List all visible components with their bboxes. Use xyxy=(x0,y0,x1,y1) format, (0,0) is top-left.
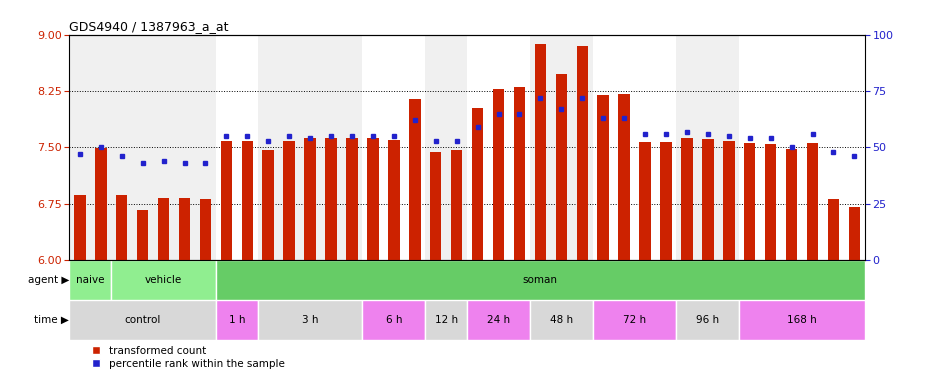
Bar xyxy=(363,300,426,340)
Bar xyxy=(676,300,739,340)
Bar xyxy=(409,99,421,260)
Bar xyxy=(95,148,106,260)
Bar xyxy=(263,150,274,260)
Bar xyxy=(786,149,797,260)
Bar xyxy=(681,138,693,260)
Bar xyxy=(450,150,462,260)
Bar xyxy=(702,139,713,260)
Legend: transformed count, percentile rank within the sample: transformed count, percentile rank withi… xyxy=(91,345,285,369)
Bar xyxy=(426,300,467,340)
Text: 1 h: 1 h xyxy=(228,315,245,325)
Text: 12 h: 12 h xyxy=(435,315,458,325)
Text: 72 h: 72 h xyxy=(623,315,647,325)
Text: 3 h: 3 h xyxy=(302,315,318,325)
Bar xyxy=(467,35,530,260)
Bar xyxy=(74,195,86,260)
Text: GDS4940 / 1387963_a_at: GDS4940 / 1387963_a_at xyxy=(69,20,228,33)
Text: naive: naive xyxy=(76,275,105,285)
Bar xyxy=(535,44,546,260)
Bar xyxy=(472,108,484,260)
Text: soman: soman xyxy=(523,275,558,285)
Bar xyxy=(530,300,593,340)
Text: vehicle: vehicle xyxy=(145,275,182,285)
Text: 6 h: 6 h xyxy=(386,315,402,325)
Bar xyxy=(388,140,400,260)
Bar xyxy=(216,35,258,260)
Bar xyxy=(69,260,111,300)
Text: agent ▶: agent ▶ xyxy=(28,275,69,285)
Bar xyxy=(216,300,258,340)
Bar xyxy=(676,35,739,260)
Bar xyxy=(739,35,865,260)
Bar xyxy=(493,89,504,260)
Bar xyxy=(111,260,216,300)
Bar xyxy=(593,35,676,260)
Bar xyxy=(848,207,860,260)
Bar xyxy=(304,137,315,260)
Text: 24 h: 24 h xyxy=(487,315,510,325)
Bar xyxy=(221,141,232,260)
Text: control: control xyxy=(125,315,161,325)
Bar xyxy=(216,260,865,300)
Bar xyxy=(660,142,672,260)
Bar xyxy=(179,198,191,260)
Bar xyxy=(723,141,734,260)
Text: time ▶: time ▶ xyxy=(34,315,69,325)
Text: 48 h: 48 h xyxy=(549,315,573,325)
Bar xyxy=(828,199,839,260)
Bar xyxy=(116,195,128,260)
Bar xyxy=(326,137,337,260)
Bar xyxy=(241,141,253,260)
Bar xyxy=(593,300,676,340)
Bar xyxy=(619,94,630,260)
Bar xyxy=(69,35,216,260)
Bar xyxy=(467,300,530,340)
Bar xyxy=(530,35,593,260)
Bar xyxy=(363,35,426,260)
Bar xyxy=(765,144,776,260)
Bar xyxy=(258,35,363,260)
Bar xyxy=(556,74,567,260)
Bar xyxy=(639,142,651,260)
Bar xyxy=(513,87,525,260)
Bar xyxy=(367,137,378,260)
Bar xyxy=(739,300,865,340)
Bar xyxy=(137,210,148,260)
Bar xyxy=(807,143,819,260)
Bar xyxy=(576,46,588,260)
Bar xyxy=(200,199,211,260)
Bar xyxy=(346,137,358,260)
Bar xyxy=(426,35,467,260)
Bar xyxy=(69,300,216,340)
Text: 168 h: 168 h xyxy=(787,315,817,325)
Bar xyxy=(430,152,441,260)
Bar xyxy=(744,143,756,260)
Text: 96 h: 96 h xyxy=(697,315,720,325)
Bar xyxy=(158,198,169,260)
Bar xyxy=(258,300,363,340)
Bar xyxy=(283,141,295,260)
Bar xyxy=(598,95,609,260)
